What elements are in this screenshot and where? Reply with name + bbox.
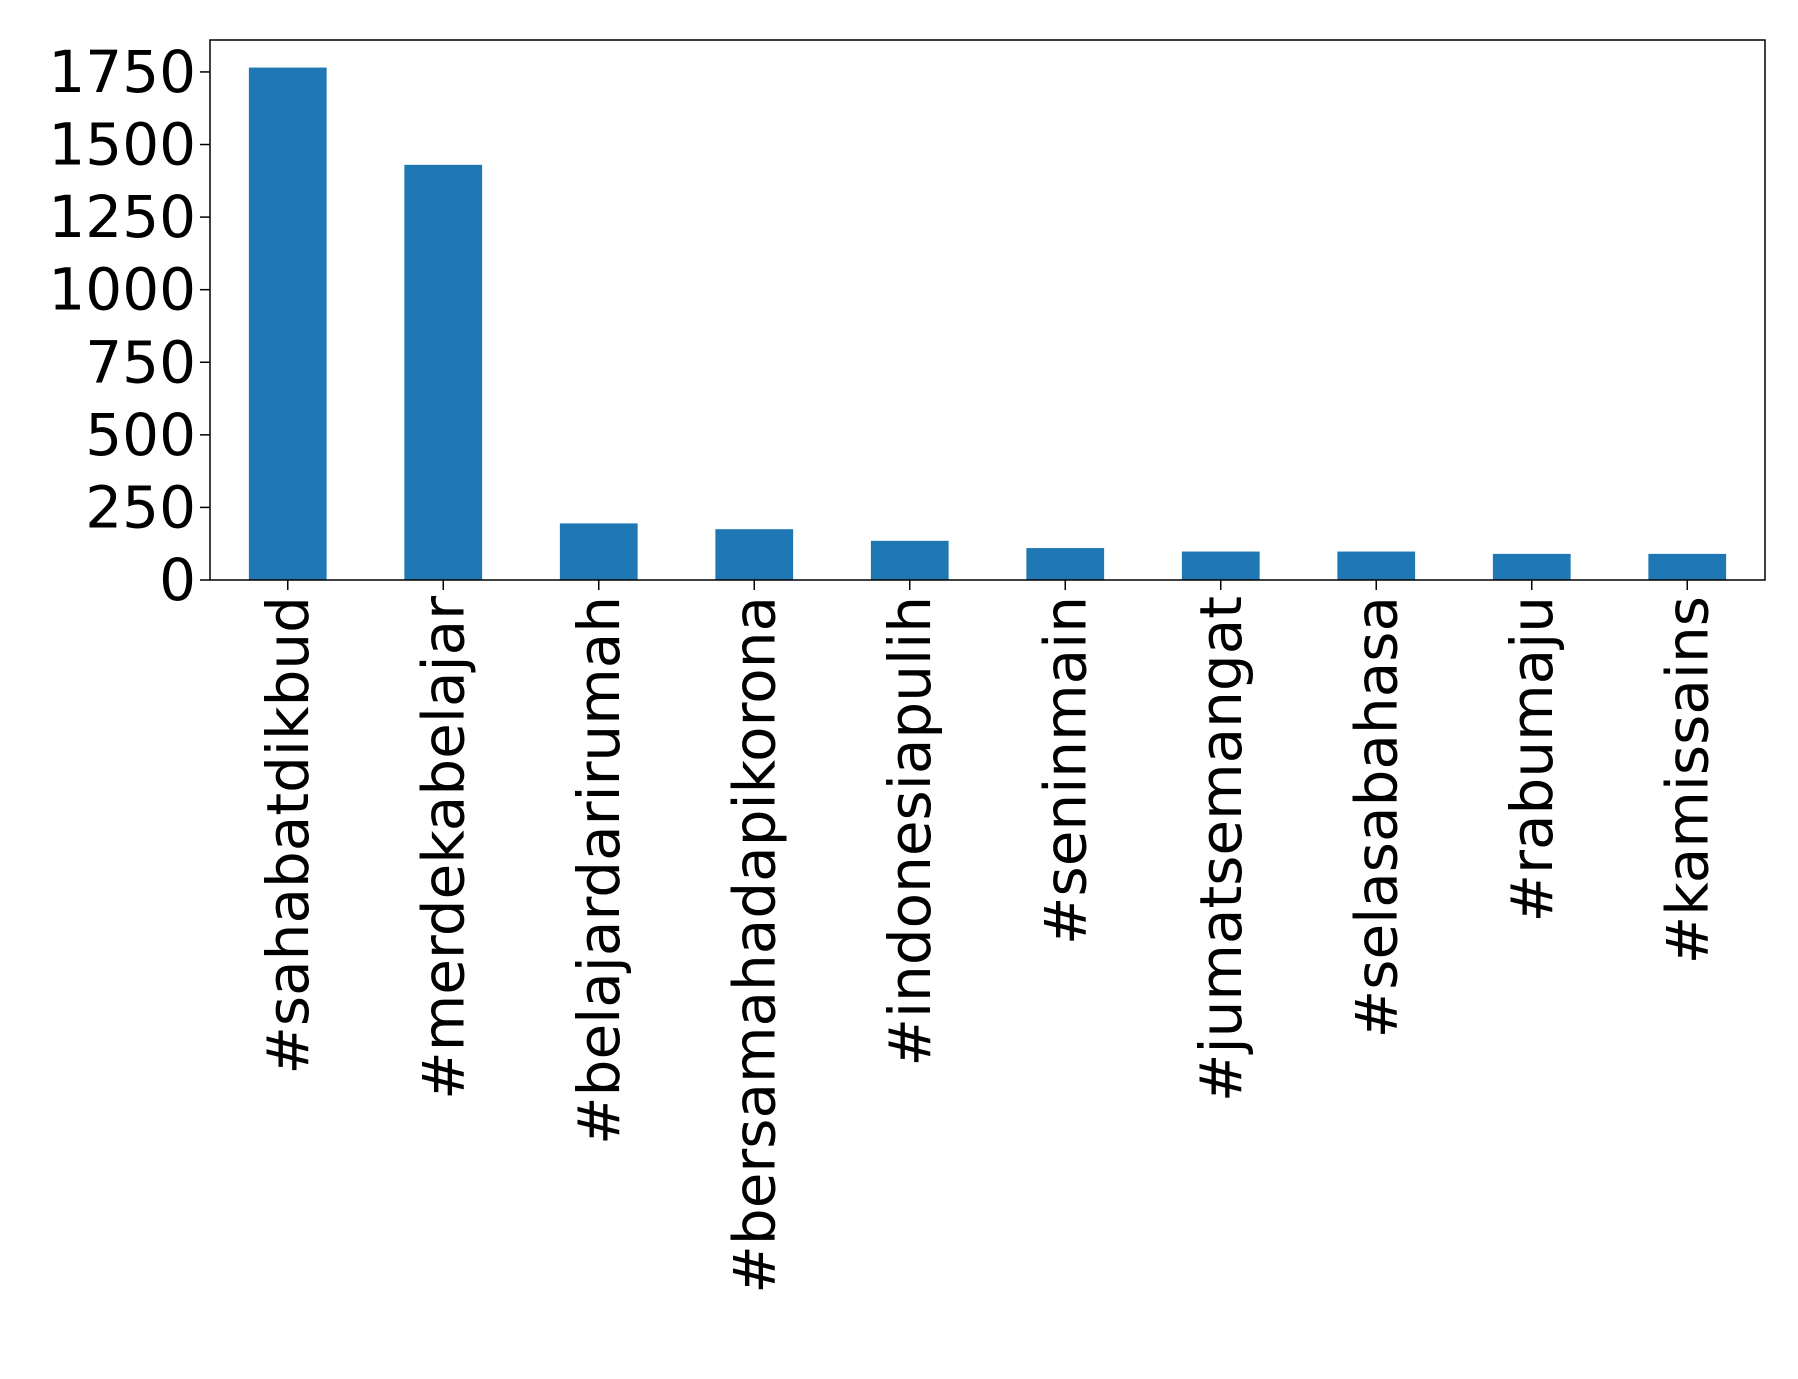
x-tick-labels: #sahabatdikbud #merdekabelajar #belajardar… <box>254 596 1722 1294</box>
x-tick-label: #kamissains <box>1653 596 1721 964</box>
plot-frame <box>209 39 1766 581</box>
bar-sahabatdikbud <box>248 67 327 581</box>
y-tick-label: 1000 <box>48 256 196 324</box>
bar-jumatsemangat <box>1181 551 1260 580</box>
y-tick-marks <box>200 71 210 581</box>
bar-belajardarirumah <box>559 523 638 580</box>
x-tick-label: #selasabahasa <box>1342 596 1410 1038</box>
x-tick-label: #bersamahadapikorona <box>720 596 788 1294</box>
bars-group <box>248 67 1727 581</box>
bar-rabumaju <box>1492 553 1571 580</box>
bar-kamissains <box>1648 553 1727 580</box>
bar-bersamahadapikorona <box>715 529 794 580</box>
bar-selasabahasa <box>1337 551 1416 580</box>
x-tick-label: #sahabatdikbud <box>254 596 322 1075</box>
x-tick-marks <box>287 580 1688 590</box>
x-tick-label: #seninmain <box>1031 596 1099 945</box>
x-tick-label: #merdekabelajar <box>409 596 477 1100</box>
x-tick-label: #rabumaju <box>1498 596 1566 922</box>
y-tick-label: 1500 <box>48 111 196 179</box>
y-tick-label: 1750 <box>48 38 196 106</box>
x-tick-label: #belajardarirumah <box>565 596 633 1145</box>
y-tick-label: 500 <box>85 401 196 469</box>
bar-merdekabelajar <box>404 164 483 580</box>
y-tick-label: 1250 <box>48 183 196 251</box>
y-tick-label: 250 <box>85 473 196 541</box>
bar-indonesiapulih <box>870 540 949 580</box>
bar-seninmain <box>1026 548 1105 580</box>
y-tick-label: 0 <box>159 546 196 614</box>
y-tick-label: 750 <box>85 328 196 396</box>
x-tick-label: #indonesiapulih <box>876 596 944 1067</box>
x-tick-label: #jumatsemangat <box>1187 596 1255 1102</box>
